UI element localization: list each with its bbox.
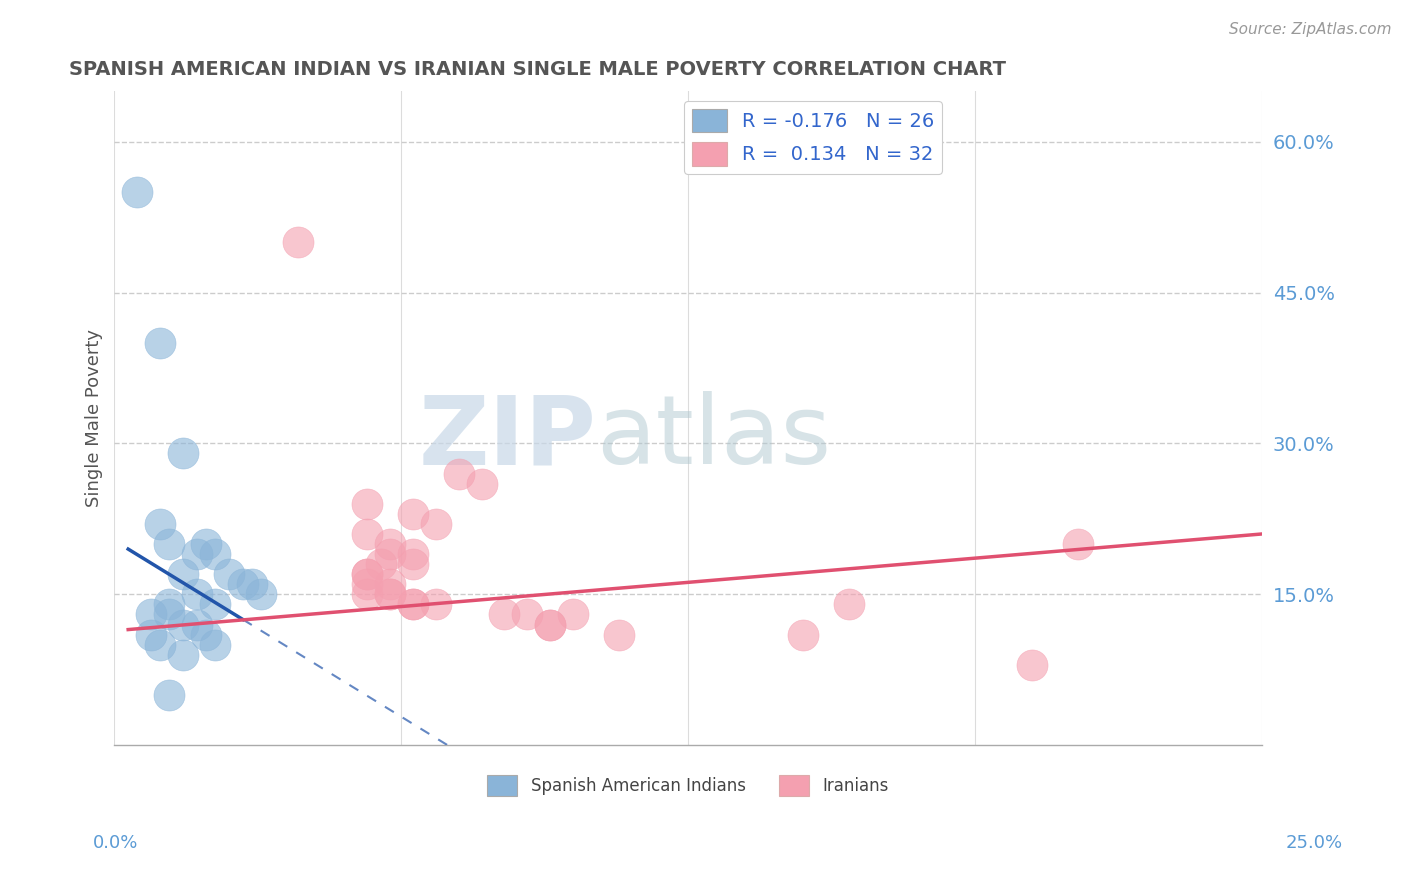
Point [232,577,254,591]
Point [195,627,218,641]
Point [356,527,378,541]
Text: SPANISH AMERICAN INDIAN VS IRANIAN SINGLE MALE POVERTY CORRELATION CHART: SPANISH AMERICAN INDIAN VS IRANIAN SINGL… [69,60,1005,78]
Point [356,577,378,591]
Point [195,537,218,551]
Point [356,567,378,582]
Point [240,577,263,591]
Point [139,607,162,622]
Point [494,607,516,622]
Point [356,567,378,582]
Point [838,598,860,612]
Point [172,617,194,632]
Text: 25.0%: 25.0% [1286,834,1343,852]
Point [204,547,226,561]
Point [402,507,425,521]
Point [607,627,630,641]
Point [172,648,194,662]
Point [1021,657,1043,672]
Text: ZIP: ZIP [419,392,596,484]
Point [378,587,401,601]
Point [204,598,226,612]
Legend: Spanish American Indians, Iranians: Spanish American Indians, Iranians [481,769,896,803]
Point [378,547,401,561]
Text: 0.0%: 0.0% [93,834,138,852]
Point [402,557,425,571]
Point [378,537,401,551]
Point [425,598,447,612]
Point [172,567,194,582]
Point [402,598,425,612]
Point [186,587,208,601]
Point [792,627,814,641]
Point [159,598,181,612]
Point [447,467,470,481]
Point [538,617,561,632]
Point [356,587,378,601]
Point [127,185,149,199]
Point [139,627,162,641]
Y-axis label: Single Male Poverty: Single Male Poverty [86,329,103,508]
Point [149,516,172,531]
Text: Source: ZipAtlas.com: Source: ZipAtlas.com [1229,22,1392,37]
Point [425,516,447,531]
Point [172,446,194,460]
Point [287,235,309,250]
Point [204,638,226,652]
Point [356,497,378,511]
Point [562,607,585,622]
Point [159,688,181,702]
Point [470,476,492,491]
Point [186,547,208,561]
Point [378,577,401,591]
Point [402,547,425,561]
Point [538,617,561,632]
Point [149,335,172,350]
Point [250,587,273,601]
Text: atlas: atlas [596,392,831,484]
Point [159,607,181,622]
Point [402,598,425,612]
Point [378,587,401,601]
Point [186,617,208,632]
Point [370,557,392,571]
Point [159,537,181,551]
Point [149,638,172,652]
Point [218,567,240,582]
Point [516,607,538,622]
Point [1067,537,1090,551]
